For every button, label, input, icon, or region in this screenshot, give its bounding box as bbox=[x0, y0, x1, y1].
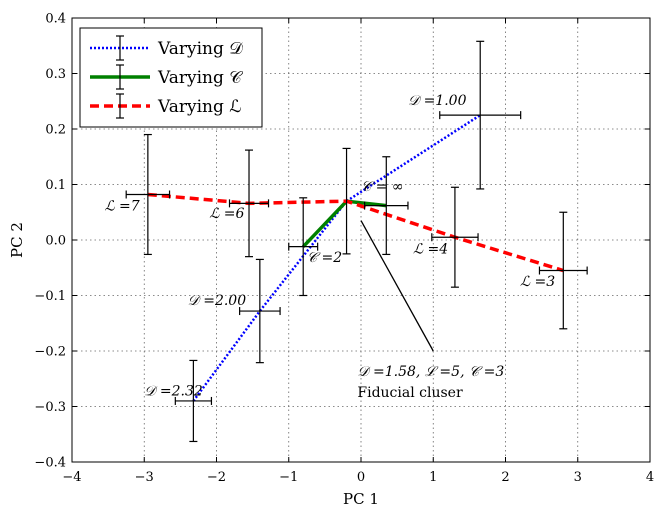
y-tick-label: 0.3 bbox=[45, 67, 66, 82]
y-tick-label: 0.0 bbox=[45, 234, 66, 249]
y-tick-label: 0.1 bbox=[45, 178, 66, 193]
annotation-1: 𝒟 =2.00 bbox=[188, 293, 247, 309]
x-tick-label: −4 bbox=[62, 470, 81, 485]
annotation-3: 𝒞 = ∞ bbox=[361, 179, 404, 195]
legend: Varying 𝒟 Varying 𝒞 Varying ℒ bbox=[79, 27, 263, 128]
x-tick-label: 4 bbox=[646, 470, 654, 485]
annotation-0: 𝒟 =1.00 bbox=[408, 93, 467, 109]
x-tick-label: −1 bbox=[279, 470, 298, 485]
fiducial-pointer-line bbox=[360, 220, 434, 352]
y-tick-label: −0.3 bbox=[34, 400, 66, 415]
y-axis-label: PC 2 bbox=[8, 222, 26, 258]
error-bars bbox=[125, 40, 588, 443]
annotations: 𝒟 =1.00 𝒟 =2.00 𝒟 =2.32 𝒞 = ∞ 𝒞 =2 ℒ =7 ℒ =6 ℒ … bbox=[105, 93, 556, 401]
y-tick-label: −0.1 bbox=[34, 289, 66, 304]
y-tick-label: −0.2 bbox=[34, 345, 66, 360]
x-tick-label: 1 bbox=[429, 470, 437, 485]
legend-label-2: Varying ℒ bbox=[157, 97, 242, 117]
legend-label-1: Varying 𝒞 bbox=[157, 68, 243, 88]
x-tick-label: −2 bbox=[207, 470, 226, 485]
y-tick-label: −0.4 bbox=[34, 456, 66, 471]
legend-label-0: Varying 𝒟 bbox=[157, 39, 243, 59]
axis-ticks: −4 −3 −2 −1 0 1 2 3 4 −0.4 −0.3 −0.2 −0.1 0.0 0.1 0.2 0.… bbox=[34, 12, 654, 486]
grid bbox=[72, 18, 650, 462]
y-tick-label: 0.2 bbox=[45, 123, 66, 138]
annotation-7: ℒ =4 bbox=[413, 241, 448, 257]
x-tick-label: 2 bbox=[501, 470, 509, 485]
x-tick-label: 3 bbox=[574, 470, 582, 485]
annotation-10: Fiducial cluser bbox=[357, 385, 463, 401]
annotation-4: 𝒞 =2 bbox=[307, 250, 342, 266]
y-tick-label: 0.4 bbox=[45, 12, 66, 27]
annotation-6: ℒ =6 bbox=[209, 206, 244, 222]
annotation-5: ℒ =7 bbox=[105, 199, 140, 215]
x-tick-label: −3 bbox=[135, 470, 154, 485]
series-layer bbox=[147, 114, 564, 402]
annotation-2: 𝒟 =2.32 bbox=[144, 383, 203, 399]
annotation-8: ℒ =3 bbox=[520, 274, 555, 290]
x-tick-label: 0 bbox=[357, 470, 365, 485]
x-axis-label: PC 1 bbox=[343, 490, 379, 508]
annotation-9: 𝒟 =1.58, ℒ =5, 𝒞 =3 bbox=[357, 364, 504, 380]
